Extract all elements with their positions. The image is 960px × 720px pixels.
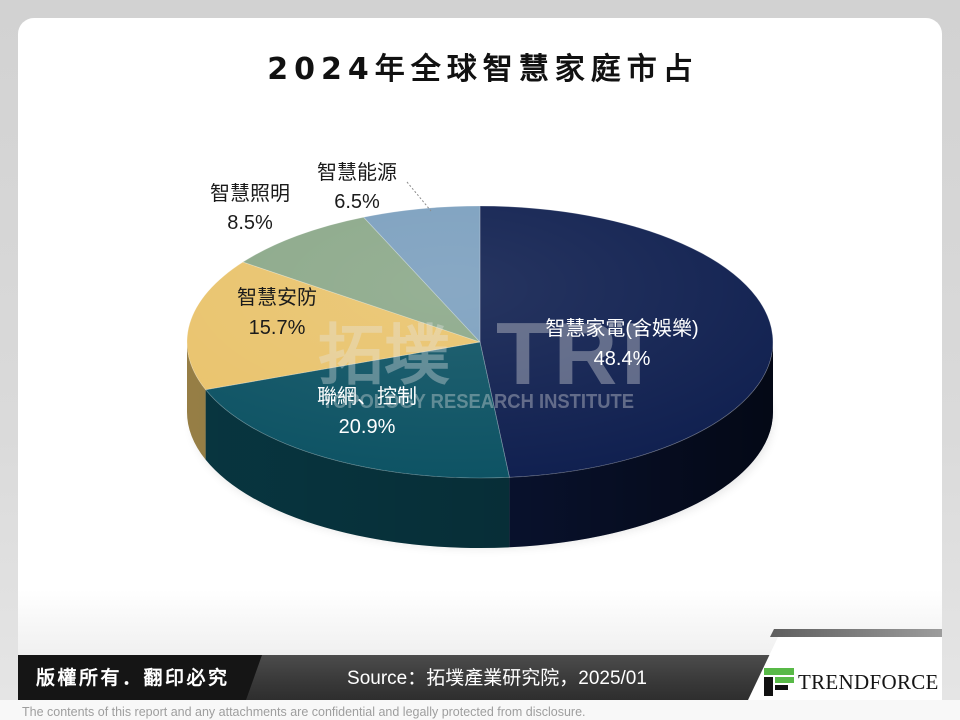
leader-line-smart-energy xyxy=(406,181,432,212)
source-text: Source：拓墣產業研究院，2025/01 xyxy=(347,668,647,689)
slice-label-smart-energy: 智慧能源 xyxy=(317,161,397,184)
chart-title: 2024年全球智慧家庭市占 xyxy=(267,52,699,87)
slice-label-smart-appliance: 智慧家電(含娛樂) xyxy=(545,317,698,340)
trendforce-logo-icon xyxy=(764,668,794,696)
pie-labels: 智慧家電(含娛樂) 48.4% 聯網、控制 20.9% 智慧安防 15.7% 智慧照明 8.5… xyxy=(210,161,699,438)
slice-label-network-control: 聯網、控制 xyxy=(317,385,417,408)
slice-value-smart-lighting: 8.5% xyxy=(227,212,273,234)
pie-top-gloss xyxy=(187,206,773,478)
watermark-mark: TRI xyxy=(496,304,650,403)
slice-value-smart-security: 15.7% xyxy=(249,317,306,339)
watermark: 拓墣 TRI TOPOLOGY RESEARCH INSTITUTE xyxy=(318,304,650,413)
pie-chart: 拓墣 TRI TOPOLOGY RESEARCH INSTITUTE 智慧家電(… xyxy=(186,161,774,548)
watermark-cn: 拓墣 xyxy=(318,318,450,392)
pie-side-shading xyxy=(187,342,773,548)
slice-value-smart-energy: 6.5% xyxy=(334,191,380,213)
slice-value-network-control: 20.9% xyxy=(339,416,396,438)
watermark-en: TOPOLOGY RESEARCH INSTITUTE xyxy=(322,391,634,413)
slice-label-smart-lighting: 智慧照明 xyxy=(210,182,290,205)
logo-top-wedge xyxy=(770,629,942,637)
disclaimer-text: The contents of this report and any atta… xyxy=(22,705,586,719)
slice-value-smart-appliance: 48.4% xyxy=(594,348,651,370)
copyright-box xyxy=(18,655,262,700)
trendforce-logo-text: TRENDFORCE xyxy=(798,670,939,694)
copyright-text: 版權所有．翻印必究 xyxy=(36,667,230,689)
slice-label-smart-security: 智慧安防 xyxy=(237,286,317,309)
bottom-strip xyxy=(0,700,960,720)
